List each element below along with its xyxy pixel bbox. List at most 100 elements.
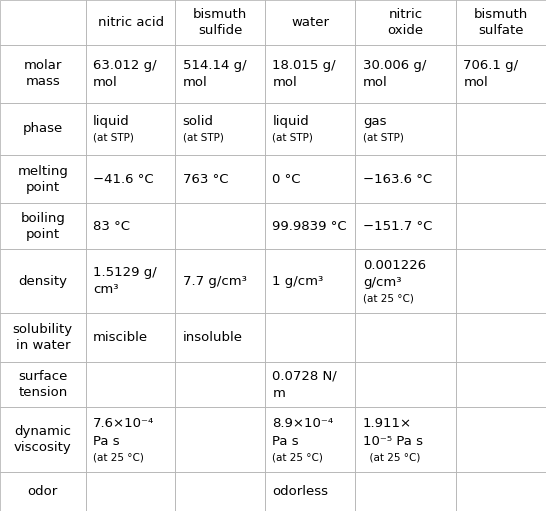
Text: dynamic
viscosity: dynamic viscosity — [14, 425, 72, 454]
Bar — [355, 155, 456, 203]
Text: 1.5129 g/: 1.5129 g/ — [93, 266, 157, 278]
Text: 83 °C: 83 °C — [93, 220, 130, 233]
Text: mol: mol — [93, 76, 117, 89]
Bar — [86, 407, 175, 472]
Bar — [175, 155, 265, 203]
Bar — [456, 203, 546, 249]
Bar — [0, 103, 86, 155]
Text: (at STP): (at STP) — [93, 133, 134, 143]
Bar — [456, 407, 546, 472]
Bar — [355, 313, 456, 362]
Text: nitric acid: nitric acid — [98, 16, 164, 29]
Text: surface
tension: surface tension — [18, 370, 68, 399]
Bar — [0, 362, 86, 407]
Bar — [456, 472, 546, 511]
Text: bismuth
sulfate: bismuth sulfate — [474, 8, 528, 37]
Bar — [86, 155, 175, 203]
Bar — [0, 249, 86, 313]
Bar — [456, 155, 546, 203]
Text: density: density — [19, 274, 67, 288]
Text: mol: mol — [363, 76, 388, 89]
Text: 63.012 g/: 63.012 g/ — [93, 59, 157, 72]
Bar — [175, 249, 265, 313]
Text: molar
mass: molar mass — [23, 59, 62, 88]
Bar — [265, 45, 355, 103]
Bar — [86, 203, 175, 249]
Bar — [175, 45, 265, 103]
Text: 1.911×: 1.911× — [363, 417, 412, 430]
Text: 763 °C: 763 °C — [182, 173, 228, 185]
Bar — [0, 407, 86, 472]
Text: (at STP): (at STP) — [272, 133, 313, 143]
Text: liquid: liquid — [272, 115, 309, 128]
Text: solid: solid — [182, 115, 213, 128]
Text: 0.001226: 0.001226 — [363, 259, 426, 272]
Bar — [175, 472, 265, 511]
Text: 0 °C: 0 °C — [272, 173, 301, 185]
Bar — [456, 45, 546, 103]
Bar — [355, 249, 456, 313]
Text: liquid: liquid — [93, 115, 129, 128]
Text: 0.0728 N/: 0.0728 N/ — [272, 369, 337, 382]
Text: gas: gas — [363, 115, 387, 128]
Bar — [355, 45, 456, 103]
Bar — [265, 407, 355, 472]
Bar — [0, 472, 86, 511]
Text: 706.1 g/: 706.1 g/ — [464, 59, 519, 72]
Bar — [265, 362, 355, 407]
Text: 7.6×10⁻⁴: 7.6×10⁻⁴ — [93, 417, 154, 430]
Bar — [265, 155, 355, 203]
Text: 10⁻⁵ Pa s: 10⁻⁵ Pa s — [363, 435, 423, 448]
Bar — [265, 0, 355, 45]
Text: m: m — [272, 387, 285, 400]
Bar — [0, 45, 86, 103]
Text: bismuth
sulfide: bismuth sulfide — [193, 8, 247, 37]
Bar — [265, 203, 355, 249]
Text: (at 25 °C): (at 25 °C) — [363, 294, 414, 304]
Bar — [175, 203, 265, 249]
Text: 30.006 g/: 30.006 g/ — [363, 59, 426, 72]
Bar — [265, 472, 355, 511]
Bar — [86, 313, 175, 362]
Text: odorless: odorless — [272, 485, 328, 498]
Bar — [175, 0, 265, 45]
Bar — [355, 0, 456, 45]
Text: solubility
in water: solubility in water — [13, 323, 73, 352]
Bar — [456, 0, 546, 45]
Bar — [0, 155, 86, 203]
Text: −163.6 °C: −163.6 °C — [363, 173, 432, 185]
Text: g/cm³: g/cm³ — [363, 276, 401, 289]
Bar — [86, 103, 175, 155]
Text: phase: phase — [23, 122, 63, 135]
Bar — [355, 472, 456, 511]
Text: nitric
oxide: nitric oxide — [388, 8, 424, 37]
Text: odor: odor — [28, 485, 58, 498]
Text: 18.015 g/: 18.015 g/ — [272, 59, 336, 72]
Text: Pa s: Pa s — [93, 435, 120, 448]
Text: (at STP): (at STP) — [363, 133, 404, 143]
Text: mol: mol — [464, 76, 488, 89]
Text: boiling
point: boiling point — [20, 212, 66, 241]
Bar — [86, 45, 175, 103]
Text: 1 g/cm³: 1 g/cm³ — [272, 274, 324, 288]
Bar — [355, 407, 456, 472]
Bar — [86, 362, 175, 407]
Bar — [0, 203, 86, 249]
Text: Pa s: Pa s — [272, 435, 299, 448]
Bar — [456, 249, 546, 313]
Text: mol: mol — [272, 76, 297, 89]
Bar — [175, 103, 265, 155]
Text: insoluble: insoluble — [182, 331, 242, 344]
Bar — [355, 203, 456, 249]
Bar — [86, 0, 175, 45]
Bar — [175, 313, 265, 362]
Bar — [265, 249, 355, 313]
Bar — [265, 313, 355, 362]
Bar — [0, 313, 86, 362]
Bar — [456, 103, 546, 155]
Text: (at 25 °C): (at 25 °C) — [272, 452, 323, 462]
Bar — [355, 362, 456, 407]
Text: water: water — [291, 16, 329, 29]
Text: 8.9×10⁻⁴: 8.9×10⁻⁴ — [272, 417, 334, 430]
Text: 7.7 g/cm³: 7.7 g/cm³ — [182, 274, 246, 288]
